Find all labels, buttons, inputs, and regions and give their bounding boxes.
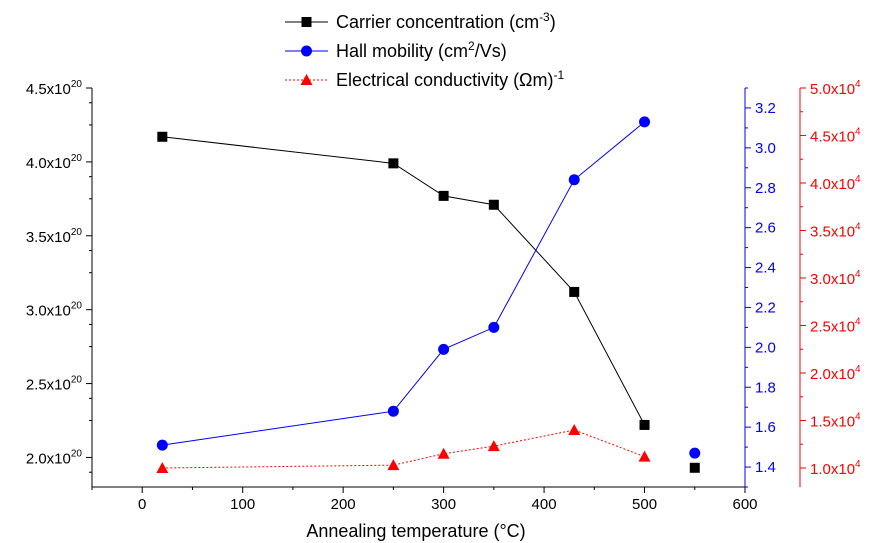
left-tick-label: 2.0x1020 [26, 448, 83, 467]
data-point [387, 405, 399, 417]
series-left [157, 131, 700, 473]
data-point [438, 190, 449, 201]
series-line [162, 429, 645, 469]
conductivity-tick-label: 2.5x104 [810, 317, 861, 336]
legend-marker [301, 17, 312, 27]
mobility-tick-label: 2.0 [755, 339, 776, 356]
legend-marker [300, 74, 313, 85]
left-tick-label: 4.5x1020 [26, 79, 83, 98]
series-right1 [156, 116, 701, 459]
data-point [156, 462, 169, 473]
data-point [639, 116, 651, 128]
x-tick-label: 500 [632, 496, 657, 513]
conductivity-tick-label: 3.0x104 [810, 269, 861, 288]
left-tick-label: 2.5x1020 [26, 375, 83, 394]
plot-area [156, 116, 701, 473]
legend-label: Carrier concentration (cm-3) [336, 10, 556, 32]
conductivity-tick-label: 3.5x104 [810, 222, 861, 241]
axes: 0 100 200 300 400 500 600 2.0x1020 2.5x1020 3.0x1… [26, 79, 861, 513]
x-tick-label: 100 [230, 496, 255, 513]
conductivity-tick-label: 4.0x104 [810, 174, 861, 193]
conductivity-tick-label: 4.5x104 [810, 127, 861, 146]
x-tick-label: 300 [431, 496, 456, 513]
data-point [689, 462, 700, 473]
data-point [689, 447, 701, 459]
conductivity-tick-label: 2.0x104 [810, 364, 861, 383]
left-tick-label: 4.0x1020 [26, 153, 83, 172]
x-tick-label: 200 [331, 496, 356, 513]
x-tick-label: 400 [532, 496, 557, 513]
x-axis-label: Annealing temperature (°C) [306, 521, 525, 541]
legend-label: Hall mobility (cm2/Vs) [336, 39, 507, 61]
data-point [488, 199, 499, 210]
data-point [488, 321, 500, 333]
mobility-tick-label: 1.4 [755, 459, 776, 476]
data-point [156, 439, 168, 451]
legend-label: Electrical conductivity (Ωm)-1 [336, 68, 565, 90]
series-line [162, 136, 645, 426]
data-point [568, 424, 581, 435]
data-point [437, 447, 450, 459]
mobility-tick-label: 2.4 [755, 260, 776, 277]
conductivity-tick-label: 5.0x104 [810, 79, 861, 98]
conductivity-tick-label: 1.0x104 [810, 459, 861, 478]
data-point [487, 440, 500, 452]
mobility-tick-label: 3.2 [755, 100, 776, 117]
data-point [438, 343, 450, 355]
data-point [638, 450, 651, 462]
data-point [568, 174, 580, 186]
data-point [157, 131, 168, 142]
mobility-tick-label: 2.8 [755, 180, 776, 197]
mobility-tick-label: 3.0 [755, 140, 776, 157]
left-tick-label: 3.0x1020 [26, 301, 83, 320]
data-point [639, 419, 650, 430]
x-tick-label: 600 [732, 496, 757, 513]
mobility-tick-label: 2.6 [755, 220, 776, 237]
data-point [569, 286, 580, 297]
data-point [388, 158, 399, 169]
legend: Carrier concentration (cm-3) Hall mobilit… [285, 10, 565, 90]
series-line [162, 121, 645, 446]
series-right2 [156, 424, 651, 473]
left-tick-label: 3.5x1020 [26, 227, 83, 246]
conductivity-tick-label: 1.5x104 [810, 412, 861, 431]
x-tick-label: 0 [138, 496, 146, 513]
mobility-tick-label: 1.8 [755, 379, 776, 396]
mobility-tick-label: 1.6 [755, 419, 776, 436]
mobility-tick-label: 2.2 [755, 299, 776, 316]
legend-marker [301, 45, 312, 57]
data-point [387, 459, 400, 471]
